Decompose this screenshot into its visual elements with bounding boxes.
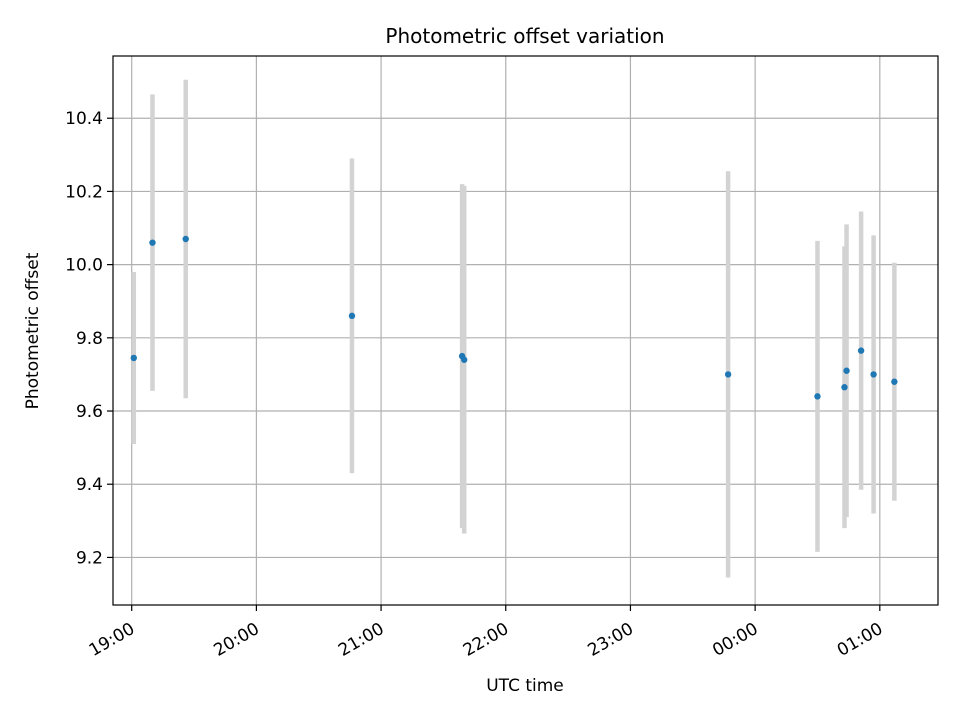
data-point	[857, 347, 865, 354]
data-point	[130, 354, 137, 362]
y-tick-label: 10.4	[65, 109, 103, 129]
data-point	[460, 356, 468, 363]
chart-title: Photometric offset variation	[385, 24, 664, 48]
y-tick-label: 9.8	[76, 329, 103, 349]
y-tick-label: 9.6	[76, 402, 103, 422]
data-point	[724, 371, 732, 378]
y-axis-ticks: 9.2 9.4 9.6 9.8 10.0 10.2 10.4	[65, 109, 113, 568]
data-point	[348, 312, 356, 320]
y-axis-label: Photometric offset	[23, 252, 43, 409]
plot-frame	[112, 55, 939, 606]
y-tick-label: 9.2	[76, 548, 103, 568]
y-tick-label: 10.2	[65, 182, 103, 202]
data-point	[814, 393, 821, 400]
data-point	[149, 239, 156, 246]
data-point	[843, 367, 850, 374]
data-point	[891, 378, 898, 385]
data-point	[870, 371, 877, 378]
data-point	[841, 384, 848, 391]
y-tick-label: 9.4	[76, 475, 103, 495]
data-point	[182, 235, 189, 243]
y-tick-label: 10.0	[65, 256, 103, 276]
data-points	[130, 235, 898, 400]
grid	[113, 56, 938, 605]
x-axis-label: UTC time	[486, 676, 564, 696]
